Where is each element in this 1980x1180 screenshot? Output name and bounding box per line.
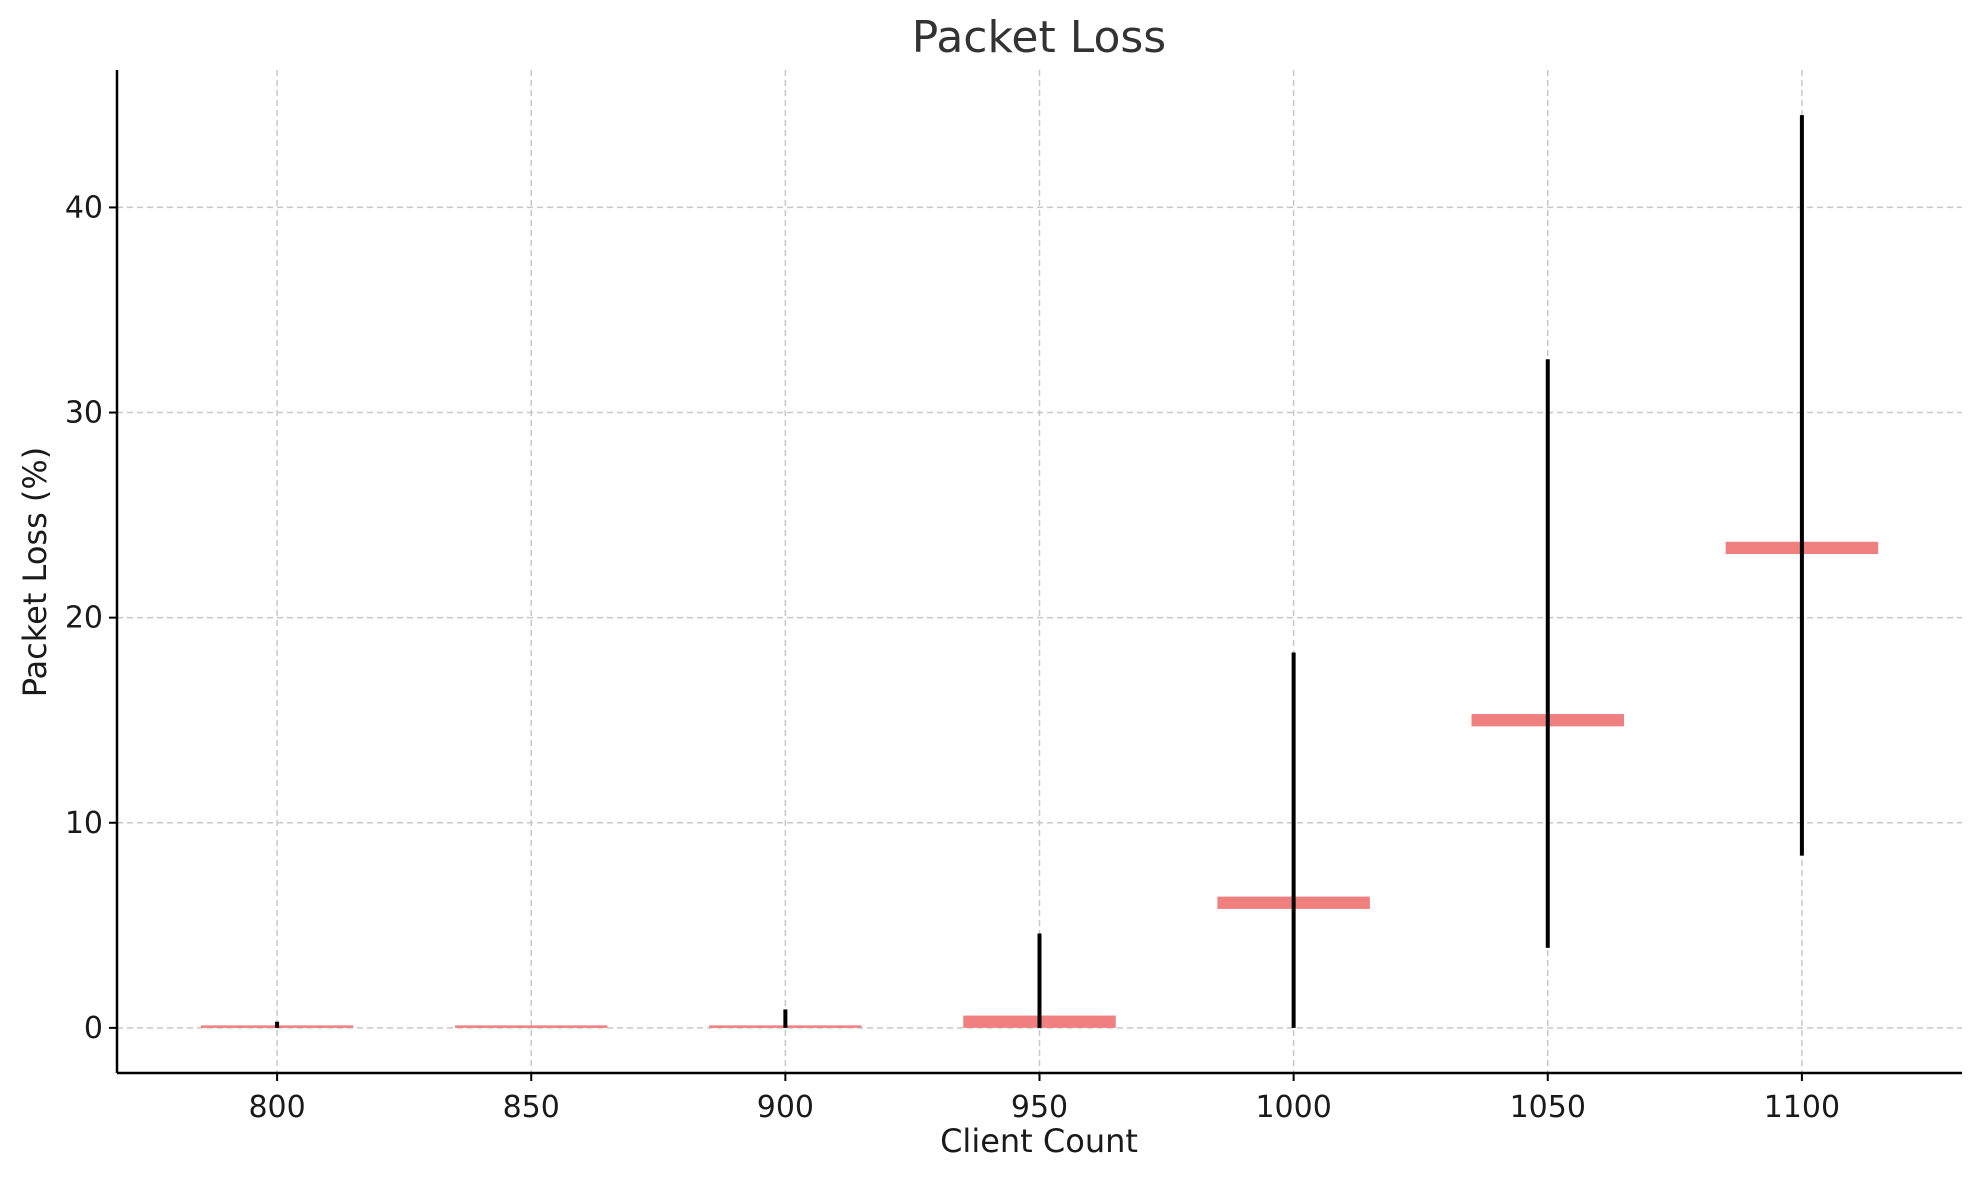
x-tick-label: 850 xyxy=(503,1090,560,1125)
ticks: 800 850 900 950 1000 1050 1100 0 10 20 30 40 xyxy=(65,190,1840,1125)
x-tick-label: 900 xyxy=(757,1090,814,1125)
x-tick-label: 950 xyxy=(1011,1090,1068,1125)
x-tick-label: 1100 xyxy=(1764,1090,1840,1125)
y-tick-label: 0 xyxy=(84,1011,103,1046)
grid xyxy=(117,70,1962,1073)
y-axis-title: Packet Loss (%) xyxy=(16,447,54,698)
chart-title: Packet Loss xyxy=(912,12,1166,63)
x-axis-title: Client Count xyxy=(940,1122,1138,1160)
y-tick-label: 20 xyxy=(65,601,103,636)
y-tick-label: 40 xyxy=(65,190,103,225)
x-tick-label: 1000 xyxy=(1255,1090,1331,1125)
error-bars xyxy=(275,115,1804,1028)
x-tick-label: 1050 xyxy=(1510,1090,1586,1125)
bar xyxy=(454,1025,608,1028)
y-tick-label: 10 xyxy=(65,806,103,841)
x-tick-label: 800 xyxy=(248,1090,305,1125)
y-tick-label: 30 xyxy=(65,396,103,431)
